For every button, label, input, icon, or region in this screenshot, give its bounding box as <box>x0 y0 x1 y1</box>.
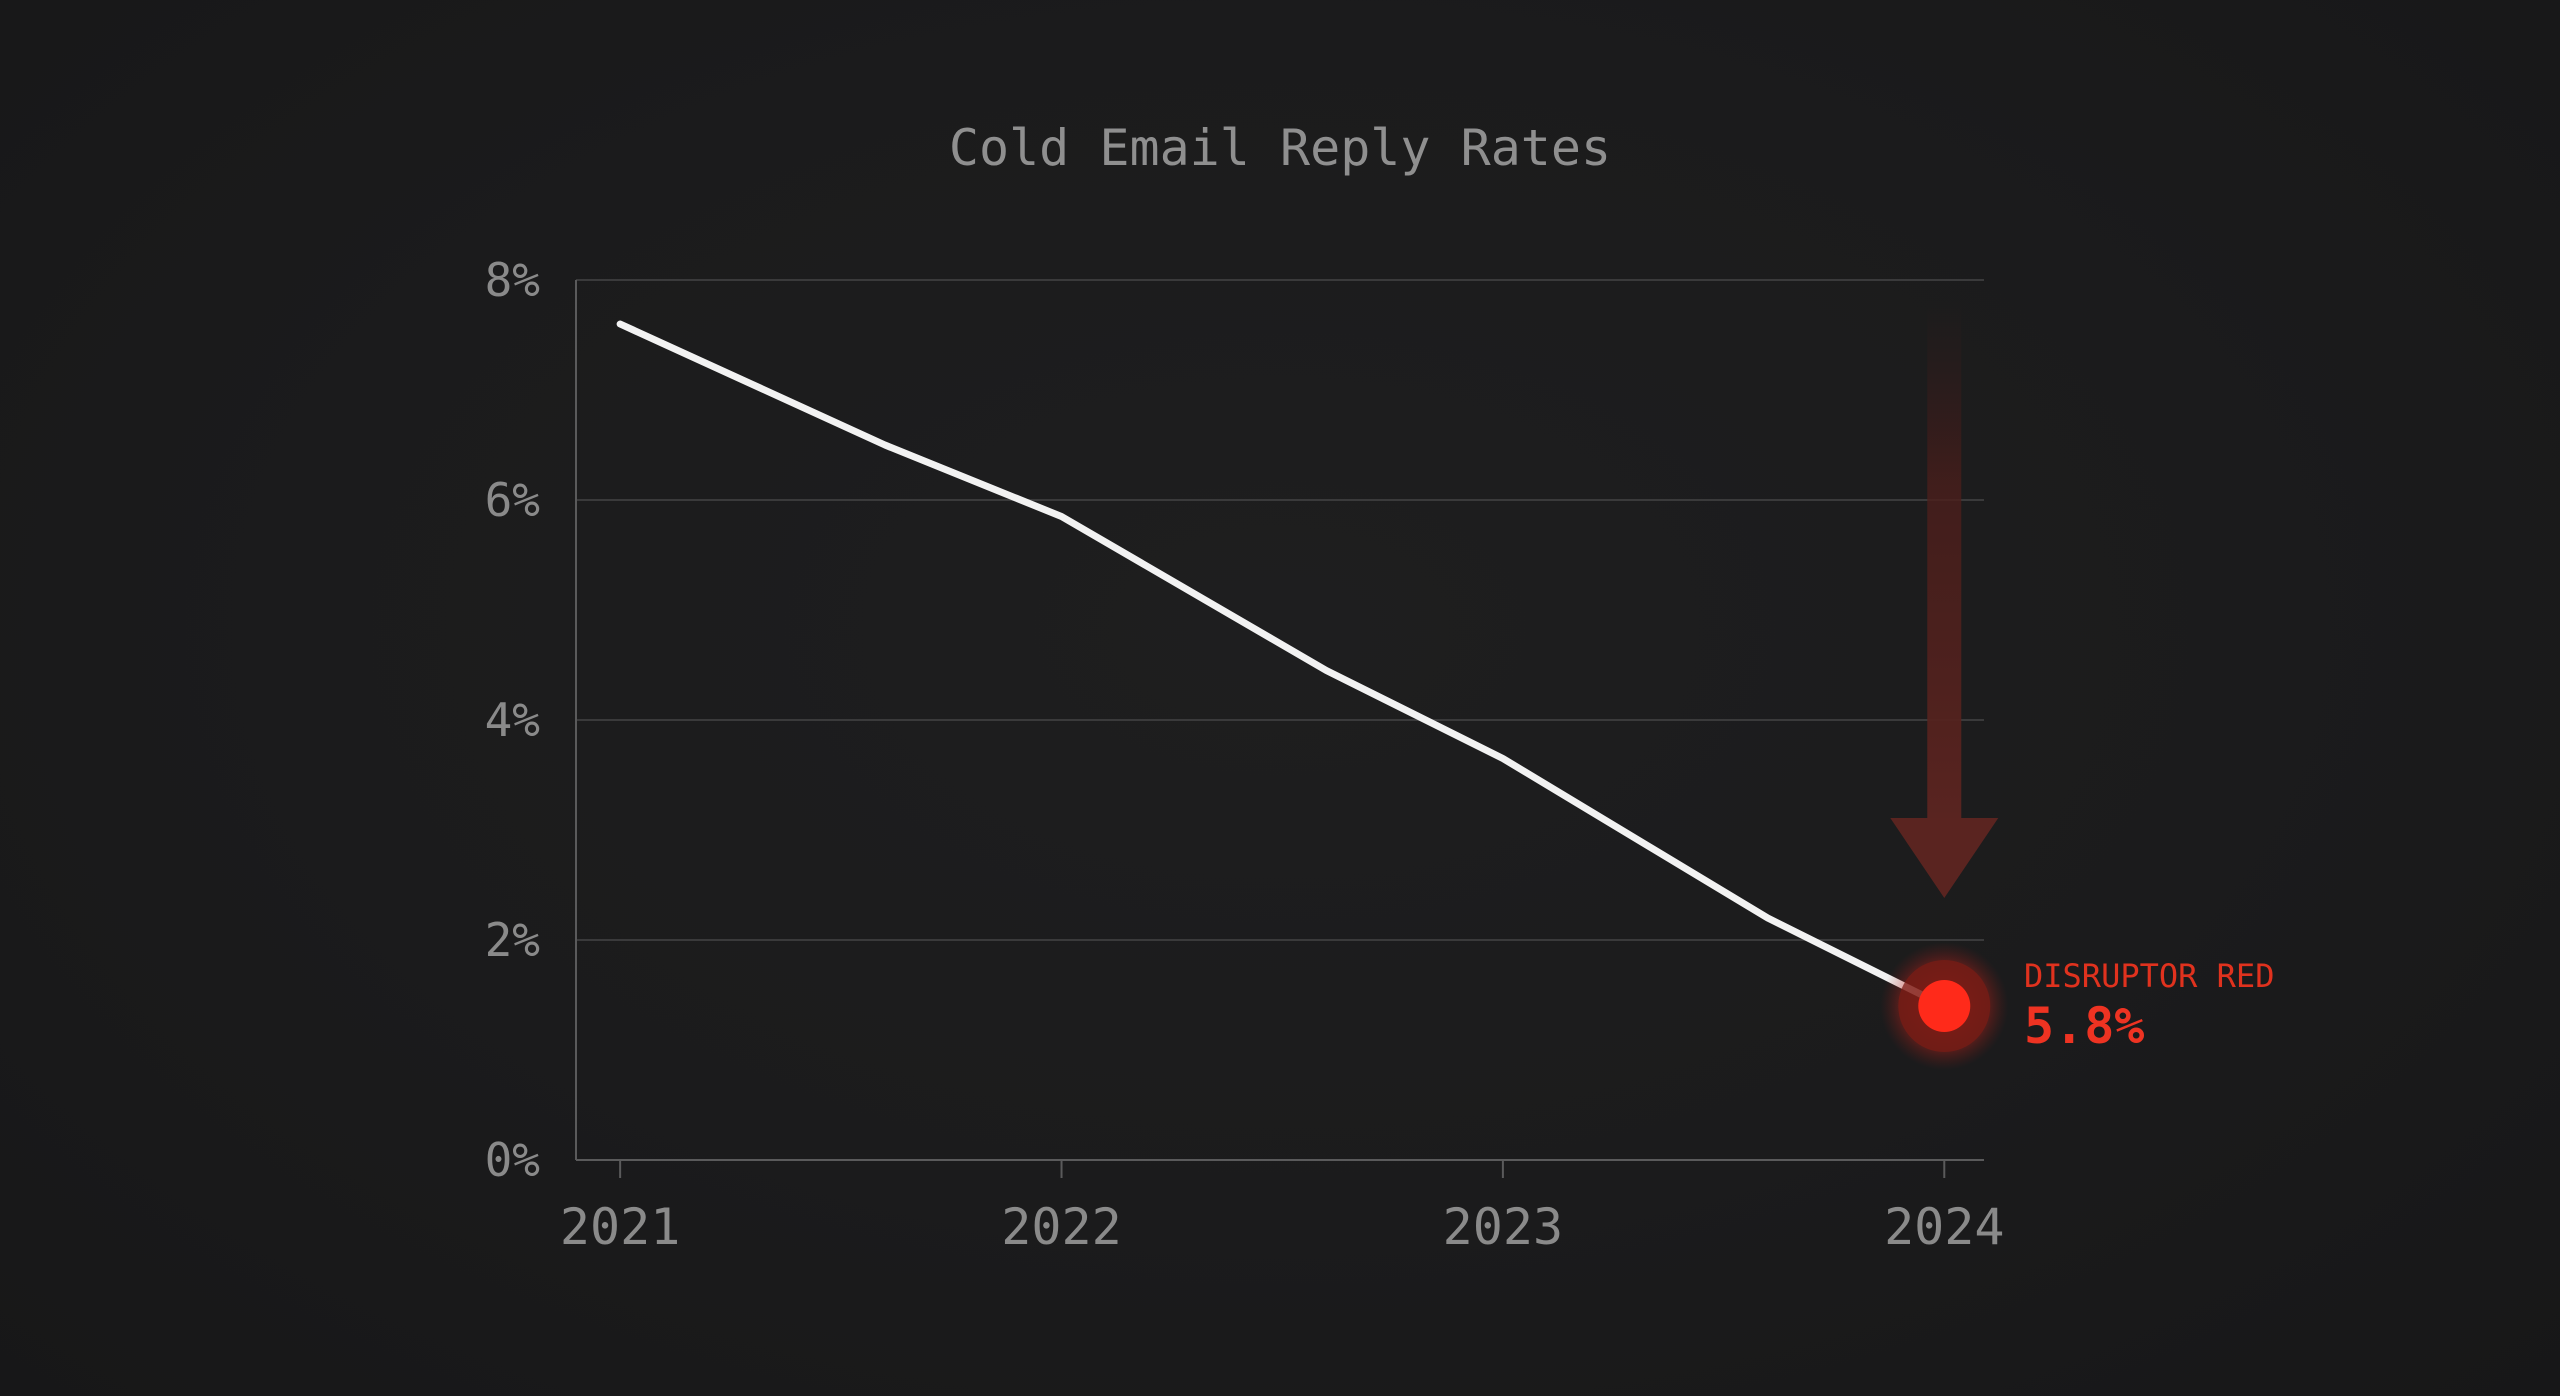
x-tick-label-2021: 2021 <box>560 1198 680 1256</box>
decline-arrow <box>1890 300 1999 898</box>
series-line <box>616 320 1948 1010</box>
chart-title: Cold Email Reply Rates <box>949 119 1611 177</box>
highlight-label: DISRUPTOR RED <box>2024 957 2274 995</box>
x-tick-label-2023: 2023 <box>1443 1198 1563 1256</box>
arrow-shaft <box>1927 300 1962 830</box>
y-tick-label-0: 0% <box>485 1133 540 1187</box>
y-tick-label-2: 2% <box>485 913 540 967</box>
x-tick-label-2022: 2022 <box>1001 1198 1121 1256</box>
axes <box>575 280 1984 1161</box>
x-tick-label-2024: 2024 <box>1884 1198 2004 1256</box>
highlight-point <box>1918 980 1971 1032</box>
x-axis-ticks: 2021 2022 2023 2024 <box>560 1160 2004 1256</box>
grid-lines <box>576 279 1984 941</box>
y-tick-label-4: 4% <box>485 693 540 747</box>
y-axis-ticks: 0% 2% 4% 6% 8% <box>485 253 540 1187</box>
highlight-value: 5.8% <box>2024 997 2144 1055</box>
y-tick-label-6: 6% <box>485 473 540 527</box>
highlight-marker <box>1880 942 2009 1070</box>
arrow-head <box>1890 818 1999 898</box>
y-tick-label-8: 8% <box>485 253 540 307</box>
series-layer <box>616 320 1948 1010</box>
